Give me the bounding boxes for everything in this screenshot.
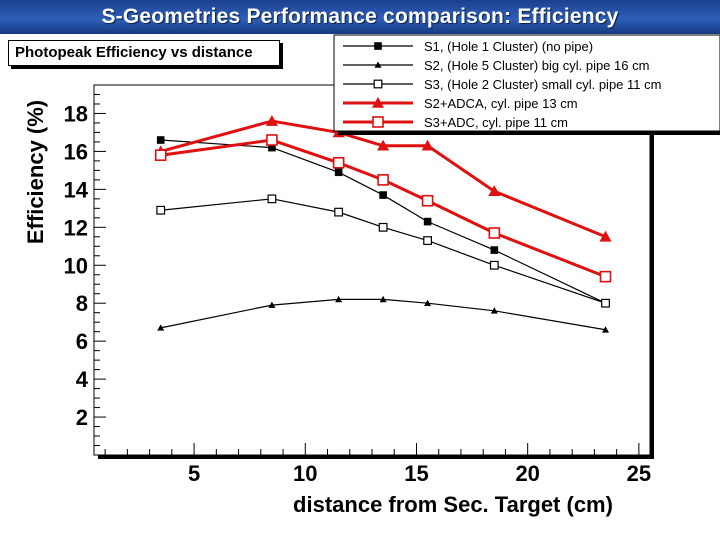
legend-box: [333, 34, 720, 132]
data-point-marker: [423, 236, 432, 245]
y-tick-label: 4: [76, 367, 89, 392]
legend-label: S2, (Hole 5 Cluster) big cyl. pipe 16 cm: [424, 58, 649, 73]
x-tick-label: 5: [188, 461, 200, 486]
legend-label: S3+ADC, cyl. pipe 11 cm: [424, 115, 568, 130]
y-tick-label: 10: [64, 253, 88, 278]
data-point-marker: [156, 205, 166, 215]
y-tick-label: 16: [64, 139, 88, 164]
legend-entry-5: S3+ADC, cyl. pipe 11 cm: [343, 115, 568, 130]
legend-label: S3, (Hole 2 Cluster) small cyl. pipe 11 …: [424, 77, 661, 92]
data-point-marker: [379, 295, 387, 303]
x-tick-label: 10: [293, 461, 317, 486]
data-point-marker: [377, 174, 389, 186]
data-point-marker: [334, 207, 344, 217]
data-point-marker: [377, 139, 390, 151]
series-layer: [154, 115, 612, 333]
data-point-marker: [490, 307, 498, 314]
series-3: [156, 194, 610, 308]
series-5: [154, 134, 612, 283]
legend-entry-3: S3, (Hole 2 Cluster) small cyl. pipe 11 …: [343, 77, 661, 92]
x-axis-label: distance from Sec. Target (cm): [293, 492, 613, 517]
data-point-marker: [373, 79, 383, 89]
data-point-marker: [378, 222, 388, 232]
legend: S1, (Hole 1 Cluster) (no pipe) S2, (Hole …: [343, 39, 661, 130]
y-axis-label: Efficiency (%): [23, 100, 48, 244]
data-point-marker: [157, 324, 165, 331]
data-point-marker: [154, 149, 167, 162]
data-point-marker: [421, 139, 434, 151]
data-point-marker: [490, 246, 499, 254]
y-tick-label: 14: [64, 177, 89, 202]
x-tick-label: 20: [515, 461, 539, 486]
data-point-marker: [374, 61, 382, 68]
data-point-marker: [379, 191, 387, 199]
legend-entry-4: S2+ADCA, cyl. pipe 13 cm: [343, 96, 578, 111]
data-point-marker: [602, 326, 610, 333]
legend-label: S1, (Hole 1 Cluster) (no pipe): [424, 39, 593, 54]
slide-title: S-Geometries Performance comparison: Eff…: [0, 0, 720, 34]
y-tick-label: 2: [76, 405, 88, 430]
data-point-marker: [601, 298, 610, 308]
data-point-marker: [268, 143, 276, 152]
data-point-marker: [332, 156, 345, 169]
x-tick-label: 25: [627, 461, 651, 486]
y-tick-label: 8: [76, 291, 88, 316]
y-tick-label: 18: [64, 101, 88, 126]
axes: 5 10 15 20 25 2 4 6 8 10 12 14 16 18: [64, 93, 651, 486]
legend-label: S2+ADCA, cyl. pipe 13 cm: [424, 96, 578, 111]
y-tick-label: 6: [76, 329, 88, 354]
legend-entry-2: S2, (Hole 5 Cluster) big cyl. pipe 16 cm: [343, 58, 649, 73]
data-point-marker: [267, 194, 277, 204]
data-point-marker: [599, 230, 612, 242]
data-point-marker: [156, 136, 165, 144]
data-point-marker: [488, 227, 501, 239]
data-point-marker: [372, 97, 384, 108]
data-point-marker: [372, 116, 384, 128]
data-point-marker: [599, 270, 612, 283]
data-point-marker: [424, 299, 432, 307]
data-point-marker: [421, 194, 434, 207]
data-point-marker: [423, 217, 432, 226]
legend-entry-1: S1, (Hole 1 Cluster) (no pipe): [343, 39, 593, 54]
y-tick-label: 12: [64, 215, 88, 240]
data-point-marker: [266, 134, 278, 146]
data-point-marker: [489, 260, 499, 270]
data-point-marker: [268, 301, 276, 308]
data-point-marker: [335, 295, 343, 303]
data-point-marker: [488, 185, 501, 197]
x-tick-label: 15: [404, 461, 428, 486]
data-point-marker: [334, 168, 343, 177]
plot-frame: [93, 84, 651, 456]
data-point-marker: [374, 42, 382, 50]
plot-title: Photopeak Efficiency vs distance: [8, 40, 280, 66]
data-point-marker: [265, 115, 278, 126]
series-2: [157, 295, 610, 333]
